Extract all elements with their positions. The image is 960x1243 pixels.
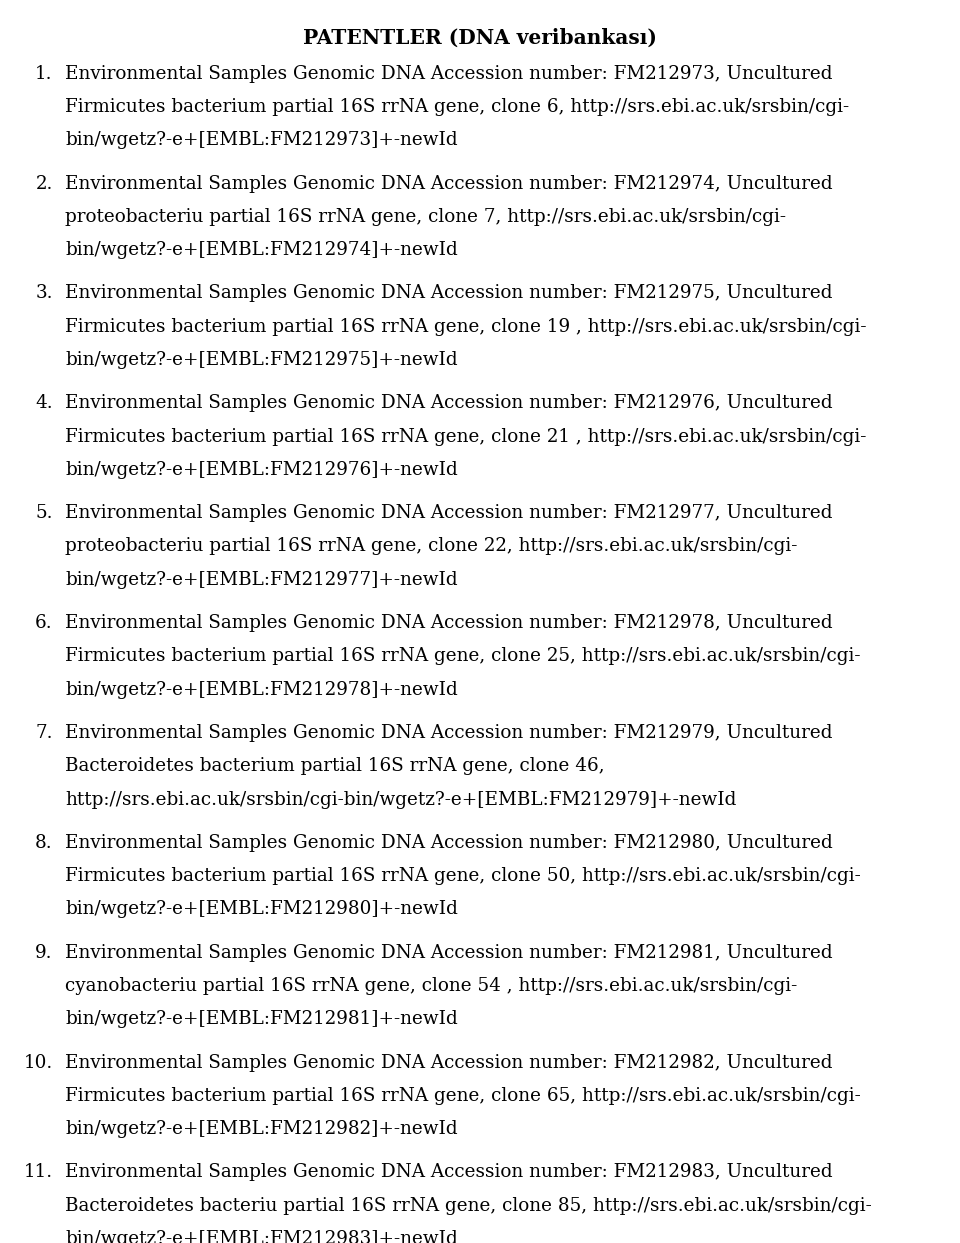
Text: Environmental Samples Genomic DNA Accession number: FM212980, Uncultured: Environmental Samples Genomic DNA Access… — [65, 834, 833, 851]
Text: PATENTLER (DNA veribankası): PATENTLER (DNA veribankası) — [303, 27, 657, 47]
Text: Environmental Samples Genomic DNA Accession number: FM212974, Uncultured: Environmental Samples Genomic DNA Access… — [65, 174, 833, 193]
Text: Environmental Samples Genomic DNA Accession number: FM212976, Uncultured: Environmental Samples Genomic DNA Access… — [65, 394, 833, 413]
Text: Environmental Samples Genomic DNA Accession number: FM212978, Uncultured: Environmental Samples Genomic DNA Access… — [65, 614, 833, 631]
Text: bin/wgetz?-e+[EMBL:FM212983]+-newId: bin/wgetz?-e+[EMBL:FM212983]+-newId — [65, 1231, 458, 1243]
Text: Firmicutes bacterium partial 16S rrNA gene, clone 21 , http://srs.ebi.ac.uk/srsb: Firmicutes bacterium partial 16S rrNA ge… — [65, 428, 867, 445]
Text: Firmicutes bacterium partial 16S rrNA gene, clone 25, http://srs.ebi.ac.uk/srsbi: Firmicutes bacterium partial 16S rrNA ge… — [65, 648, 861, 665]
Text: Firmicutes bacterium partial 16S rrNA gene, clone 65, http://srs.ebi.ac.uk/srsbi: Firmicutes bacterium partial 16S rrNA ge… — [65, 1086, 861, 1105]
Text: Bacteroidetes bacterium partial 16S rrNA gene, clone 46,: Bacteroidetes bacterium partial 16S rrNA… — [65, 757, 605, 776]
Text: proteobacteriu partial 16S rrNA gene, clone 7, http://srs.ebi.ac.uk/srsbin/cgi-: proteobacteriu partial 16S rrNA gene, cl… — [65, 208, 786, 226]
Text: Environmental Samples Genomic DNA Accession number: FM212982, Uncultured: Environmental Samples Genomic DNA Access… — [65, 1054, 832, 1071]
Text: Environmental Samples Genomic DNA Accession number: FM212983, Uncultured: Environmental Samples Genomic DNA Access… — [65, 1163, 833, 1181]
Text: 2.: 2. — [36, 174, 53, 193]
Text: bin/wgetz?-e+[EMBL:FM212982]+-newId: bin/wgetz?-e+[EMBL:FM212982]+-newId — [65, 1120, 458, 1139]
Text: 5.: 5. — [36, 505, 53, 522]
Text: bin/wgetz?-e+[EMBL:FM212978]+-newId: bin/wgetz?-e+[EMBL:FM212978]+-newId — [65, 681, 458, 699]
Text: Environmental Samples Genomic DNA Accession number: FM212981, Uncultured: Environmental Samples Genomic DNA Access… — [65, 943, 833, 962]
Text: Environmental Samples Genomic DNA Accession number: FM212973, Uncultured: Environmental Samples Genomic DNA Access… — [65, 65, 832, 82]
Text: Environmental Samples Genomic DNA Accession number: FM212975, Uncultured: Environmental Samples Genomic DNA Access… — [65, 285, 832, 302]
Text: 1.: 1. — [36, 65, 53, 82]
Text: 9.: 9. — [36, 943, 53, 962]
Text: Environmental Samples Genomic DNA Accession number: FM212977, Uncultured: Environmental Samples Genomic DNA Access… — [65, 505, 832, 522]
Text: bin/wgetz?-e+[EMBL:FM212976]+-newId: bin/wgetz?-e+[EMBL:FM212976]+-newId — [65, 461, 458, 479]
Text: proteobacteriu partial 16S rrNA gene, clone 22, http://srs.ebi.ac.uk/srsbin/cgi-: proteobacteriu partial 16S rrNA gene, cl… — [65, 537, 798, 556]
Text: bin/wgetz?-e+[EMBL:FM212973]+-newId: bin/wgetz?-e+[EMBL:FM212973]+-newId — [65, 132, 458, 149]
Text: 6.: 6. — [36, 614, 53, 631]
Text: Environmental Samples Genomic DNA Accession number: FM212979, Uncultured: Environmental Samples Genomic DNA Access… — [65, 723, 832, 742]
Text: bin/wgetz?-e+[EMBL:FM212981]+-newId: bin/wgetz?-e+[EMBL:FM212981]+-newId — [65, 1011, 458, 1028]
Text: 8.: 8. — [36, 834, 53, 851]
Text: bin/wgetz?-e+[EMBL:FM212975]+-newId: bin/wgetz?-e+[EMBL:FM212975]+-newId — [65, 351, 458, 369]
Text: bin/wgetz?-e+[EMBL:FM212980]+-newId: bin/wgetz?-e+[EMBL:FM212980]+-newId — [65, 900, 458, 919]
Text: 11.: 11. — [24, 1163, 53, 1181]
Text: Firmicutes bacterium partial 16S rrNA gene, clone 6, http://srs.ebi.ac.uk/srsbin: Firmicutes bacterium partial 16S rrNA ge… — [65, 98, 850, 116]
Text: http://srs.ebi.ac.uk/srsbin/cgi-bin/wgetz?-e+[EMBL:FM212979]+-newId: http://srs.ebi.ac.uk/srsbin/cgi-bin/wget… — [65, 791, 736, 808]
Text: bin/wgetz?-e+[EMBL:FM212974]+-newId: bin/wgetz?-e+[EMBL:FM212974]+-newId — [65, 241, 458, 259]
Text: 10.: 10. — [24, 1054, 53, 1071]
Text: cyanobacteriu partial 16S rrNA gene, clone 54 , http://srs.ebi.ac.uk/srsbin/cgi-: cyanobacteriu partial 16S rrNA gene, clo… — [65, 977, 798, 994]
Text: bin/wgetz?-e+[EMBL:FM212977]+-newId: bin/wgetz?-e+[EMBL:FM212977]+-newId — [65, 571, 458, 589]
Text: Bacteroidetes bacteriu partial 16S rrNA gene, clone 85, http://srs.ebi.ac.uk/srs: Bacteroidetes bacteriu partial 16S rrNA … — [65, 1197, 872, 1214]
Text: 3.: 3. — [36, 285, 53, 302]
Text: Firmicutes bacterium partial 16S rrNA gene, clone 19 , http://srs.ebi.ac.uk/srsb: Firmicutes bacterium partial 16S rrNA ge… — [65, 318, 867, 336]
Text: 7.: 7. — [36, 723, 53, 742]
Text: Firmicutes bacterium partial 16S rrNA gene, clone 50, http://srs.ebi.ac.uk/srsbi: Firmicutes bacterium partial 16S rrNA ge… — [65, 868, 861, 885]
Text: 4.: 4. — [36, 394, 53, 413]
